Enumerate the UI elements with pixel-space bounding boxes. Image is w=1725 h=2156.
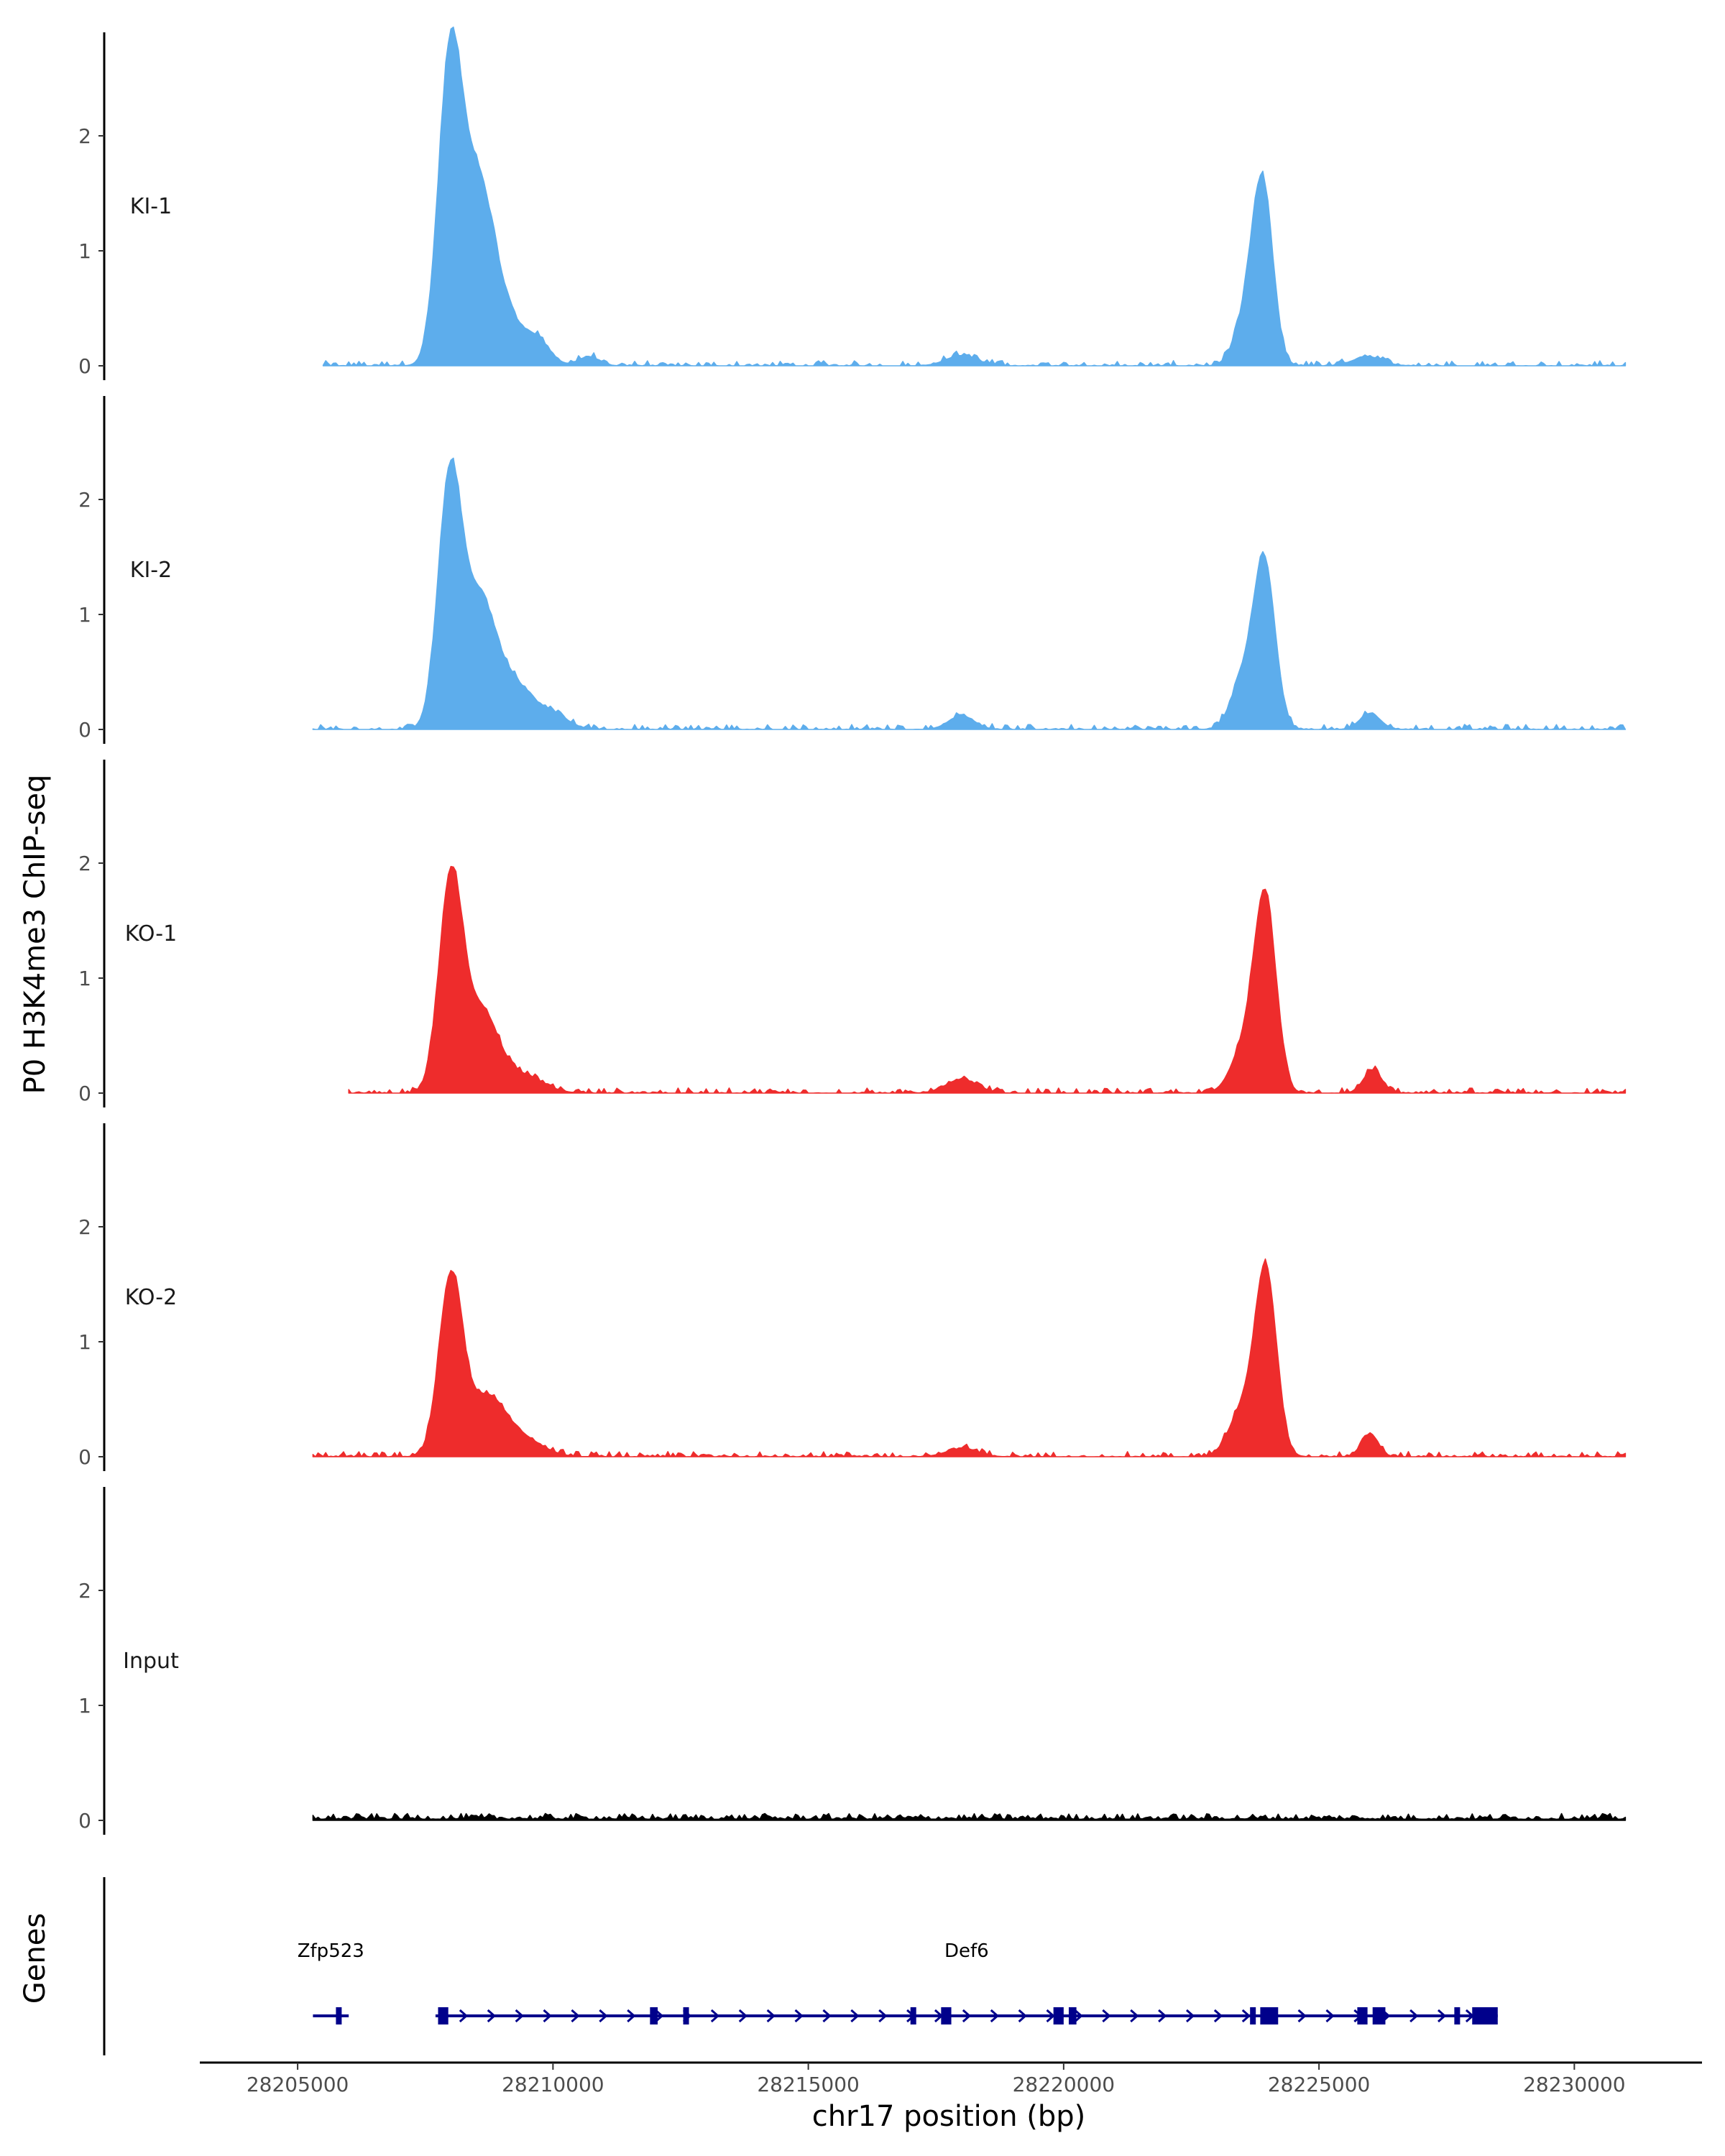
- strand-chevron-icon: [990, 2009, 1000, 2023]
- genes-panel: Zfp523 Def6: [103, 1877, 1498, 2055]
- strand-chevron-icon: [459, 2009, 469, 2023]
- strand-chevron-icon: [599, 2009, 608, 2023]
- strand-chevron-icon: [655, 2009, 664, 2023]
- track-ko-1: 0 1 2 KO-1: [78, 760, 1627, 1107]
- strand-chevron-icon: [571, 2009, 580, 2023]
- strand-chevron-icon: [878, 2009, 888, 2023]
- strand-chevron-icon: [1241, 2009, 1251, 2023]
- y-tick-label: 1: [78, 239, 91, 263]
- y-tick-label: 1: [78, 603, 91, 627]
- strand-chevron-icon: [850, 2009, 860, 2023]
- strand-chevron-icon: [1130, 2009, 1139, 2023]
- strand-chevron-icon: [1158, 2009, 1167, 2023]
- y-tick-label: 1: [78, 967, 91, 990]
- strand-chevron-icon: [1213, 2009, 1223, 2023]
- strand-chevron-icon: [1325, 2009, 1335, 2023]
- exon: [438, 2007, 448, 2024]
- strand-chevron-icon: [1186, 2009, 1195, 2023]
- strand-chevron-icon: [794, 2009, 804, 2023]
- exon: [1053, 2007, 1064, 2024]
- strand-chevron-icon: [766, 2009, 776, 2023]
- track-label: Input: [123, 1649, 179, 1674]
- coverage-area-input: [312, 1812, 1627, 1821]
- exon: [1260, 2007, 1279, 2024]
- genes-axis-title: Genes: [19, 1913, 52, 2004]
- strand-chevron-icon: [515, 2009, 524, 2023]
- coverage-area-ko-2: [312, 1258, 1627, 1457]
- x-tick-label: 28215000: [757, 2073, 860, 2096]
- strand-chevron-icon: [487, 2009, 496, 2023]
- exon: [650, 2007, 658, 2024]
- y-tick-label: 2: [78, 488, 91, 512]
- strand-chevron-icon: [1102, 2009, 1111, 2023]
- y-tick-label: 0: [78, 1082, 91, 1105]
- gene-zfp523: Zfp523: [298, 1940, 364, 2024]
- track-label: KI-2: [130, 558, 172, 583]
- y-axis-title: P0 H3K4me3 ChIP-seq: [19, 775, 52, 1095]
- strand-chevron-icon: [1018, 2009, 1027, 2023]
- coverage-area-ki-1: [322, 26, 1627, 367]
- exon: [1472, 2007, 1498, 2024]
- exon: [941, 2007, 952, 2024]
- track-ki-2: 0 1 2 KI-2: [78, 396, 1627, 744]
- x-tick-label: 28220000: [1013, 2073, 1116, 2096]
- y-tick-label: 2: [78, 852, 91, 875]
- track-ko-2: 0 1 2 KO-2: [78, 1123, 1627, 1471]
- strand-chevron-icon: [1409, 2009, 1419, 2023]
- gene-def6: Def6: [435, 1940, 1498, 2024]
- y-tick-label: 1: [78, 1330, 91, 1354]
- y-tick-label: 0: [78, 354, 91, 378]
- x-tick-label: 28205000: [247, 2073, 349, 2096]
- exon: [910, 2007, 916, 2024]
- coverage-area-ko-1: [348, 865, 1627, 1094]
- y-tick-label: 2: [78, 1579, 91, 1603]
- track-input: 0 1 2 Input: [78, 1487, 1627, 1835]
- y-tick-label: 0: [78, 718, 91, 742]
- y-tick-label: 1: [78, 1694, 91, 1718]
- x-tick-label: 28230000: [1523, 2073, 1626, 2096]
- track-label: KO-1: [125, 921, 177, 946]
- coverage-tracks: 0 1 2 KI-1 0 1 2 KI-2 0 1 2 KO-1 0 1 2 KO-2 0 1 2 Input: [78, 26, 1627, 1835]
- exon: [336, 2007, 342, 2024]
- exon: [1068, 2007, 1077, 2024]
- strand-chevron-icon: [1074, 2009, 1083, 2023]
- gene-label: Def6: [944, 1940, 989, 1962]
- track-label: KO-2: [125, 1285, 177, 1310]
- track-label: KI-1: [130, 194, 172, 219]
- x-tick-label: 28210000: [502, 2073, 604, 2096]
- coverage-area-ki-2: [312, 457, 1627, 730]
- x-tick-label: 28225000: [1268, 2073, 1371, 2096]
- exon: [1357, 2007, 1368, 2024]
- strand-chevron-icon: [1297, 2009, 1307, 2023]
- strand-chevron-icon: [738, 2009, 748, 2023]
- strand-chevron-icon: [962, 2009, 972, 2023]
- strand-chevron-icon: [822, 2009, 832, 2023]
- strand-chevron-icon: [1438, 2009, 1447, 2023]
- y-tick-label: 2: [78, 1215, 91, 1239]
- exon: [1372, 2007, 1386, 2024]
- gene-label: Zfp523: [298, 1940, 364, 1962]
- y-tick-label: 0: [78, 1445, 91, 1469]
- strand-chevron-icon: [710, 2009, 720, 2023]
- x-axis-title: chr17 position (bp): [812, 2100, 1086, 2133]
- strand-chevron-icon: [543, 2009, 552, 2023]
- y-tick-label: 2: [78, 124, 91, 148]
- x-axis: 28205000 28210000 28215000 28220000 28225000…: [200, 2061, 1702, 2096]
- exon: [1454, 2007, 1460, 2024]
- strand-chevron-icon: [1046, 2009, 1055, 2023]
- exon: [1250, 2007, 1256, 2024]
- exon: [683, 2007, 689, 2024]
- track-ki-1: 0 1 2 KI-1: [78, 26, 1627, 380]
- y-tick-label: 0: [78, 1809, 91, 1833]
- strand-chevron-icon: [627, 2009, 636, 2023]
